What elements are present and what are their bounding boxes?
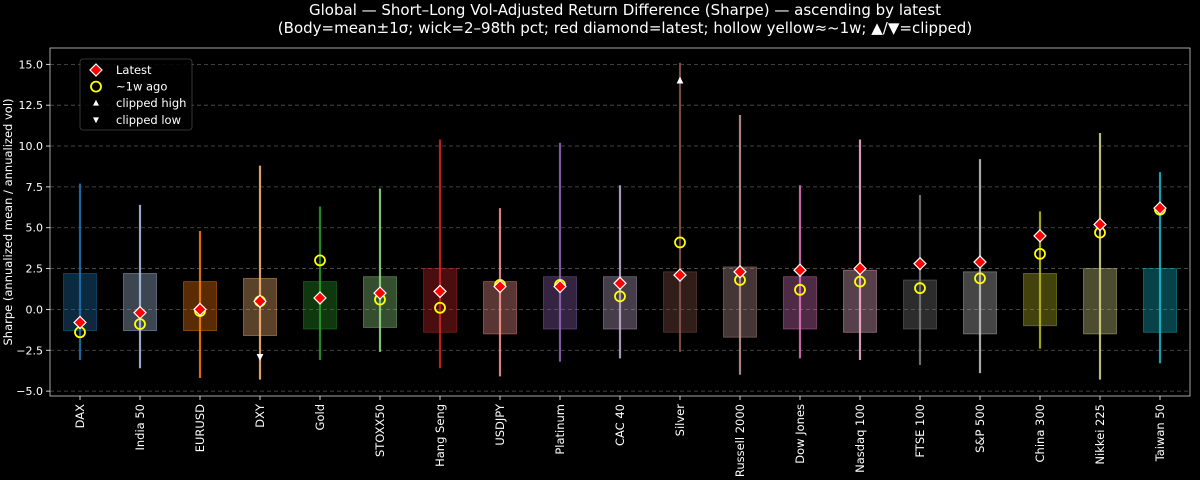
candle-platinum: [543, 142, 577, 362]
y-tick-label: 12.5: [19, 99, 44, 112]
legend-label: clipped high: [116, 96, 186, 110]
week-ago-marker: [614, 290, 626, 303]
legend-clipped-high-icon: [93, 99, 99, 106]
x-tick-label: FTSE 100: [913, 404, 927, 458]
week-ago-marker: [914, 282, 926, 295]
x-axis-ticks: DAX India 50 EURUSD DXY Gold STOXX50 Hang Seng…: [73, 396, 1167, 477]
latest-marker: [973, 255, 987, 269]
latest-marker: [673, 268, 687, 282]
x-tick-label: Platinum: [553, 404, 567, 455]
clipped-low-marker: [256, 353, 264, 361]
candle-india-50: [123, 204, 157, 369]
x-tick-label: China 300: [1033, 404, 1047, 462]
latest-marker: [433, 284, 447, 299]
x-tick-label: Taiwan 50: [1153, 404, 1167, 462]
latest-marker: [193, 302, 207, 317]
x-tick-label: Hang Seng: [433, 404, 447, 467]
clipped-high-marker: [676, 76, 684, 84]
y-axis-label: Sharpe (annualized mean / annualized vol…: [1, 98, 15, 345]
latest-marker: [1153, 201, 1167, 215]
x-tick-label: DXY: [253, 403, 267, 428]
y-tick-label: −2.5: [16, 344, 43, 357]
candle-cac-40: [603, 185, 637, 359]
legend-latest-icon: [89, 63, 103, 77]
x-tick-label: Nasdaq 100: [853, 404, 867, 473]
candle-dxy: [243, 165, 277, 380]
latest-marker: [313, 291, 327, 305]
latest-marker: [613, 276, 627, 291]
latest-marker: [253, 294, 267, 309]
latest-marker: [853, 261, 867, 276]
latest-marker: [553, 279, 567, 294]
candle-hang-seng: [423, 139, 457, 369]
x-tick-label: Nikkei 225: [1093, 404, 1107, 465]
candle-china-300: [1023, 211, 1057, 349]
candle-s-p-500: [963, 159, 997, 374]
x-tick-label: Gold: [313, 404, 327, 430]
week-ago-marker: [314, 254, 326, 267]
x-tick-label: CAC 40: [613, 404, 627, 446]
legend-label: Latest: [116, 63, 152, 77]
latest-marker: [913, 256, 927, 271]
candle-taiwan-50: [1143, 172, 1177, 364]
x-tick-label: Dow Jones: [793, 404, 807, 464]
x-tick-label: Russell 2000: [733, 404, 747, 477]
latest-marker: [1033, 229, 1047, 243]
candle-ftse-100: [903, 195, 937, 365]
latest-marker: [73, 315, 87, 330]
candle-eurusd: [183, 230, 217, 379]
y-tick-label: 0.0: [26, 303, 44, 316]
y-tick-label: −5.0: [16, 385, 43, 398]
candle-nikkei-225: [1083, 132, 1117, 380]
candle-dax: [63, 183, 97, 361]
candle-silver: [663, 62, 697, 352]
week-ago-marker: [434, 301, 446, 314]
x-tick-label: S&P 500: [973, 404, 987, 453]
x-tick-label: Silver: [673, 404, 687, 437]
latest-marker: [793, 263, 807, 278]
legend-label: clipped low: [116, 113, 181, 127]
candle-nasdaq-100: [843, 139, 877, 361]
x-tick-label: STOXX50: [373, 404, 387, 457]
legend-label: ~1w ago: [116, 80, 167, 94]
legend-week-ago-icon: [90, 80, 102, 93]
week-ago-marker: [674, 236, 686, 249]
chart-title: Global — Short–Long Vol-Adjusted Return …: [309, 1, 941, 19]
latest-marker: [373, 286, 387, 300]
legend-box: [79, 58, 193, 131]
chart-subtitle: (Body=mean±1σ; wick=2–98th pct; red diam…: [278, 19, 972, 37]
latest-marker: [1093, 217, 1107, 232]
latest-marker: [133, 305, 147, 320]
legend: Latest ~1w ago clipped high clipped low: [79, 58, 193, 131]
y-tick-label: 2.5: [26, 263, 44, 276]
candle-usdjpy: [483, 208, 517, 377]
candle-dow-jones: [783, 185, 817, 359]
y-tick-label: 15.0: [19, 58, 44, 71]
week-ago-marker: [794, 283, 806, 296]
y-tick-label: 5.0: [26, 222, 44, 235]
candle-gold: [303, 206, 337, 361]
y-axis-ticks: −5.0 −2.5 0.0 2.5 5.0 7.5 10.0 12.5 15.0: [16, 58, 50, 398]
x-tick-label: India 50: [133, 404, 147, 451]
latest-marker: [493, 279, 507, 294]
y-tick-label: 7.5: [26, 181, 44, 194]
x-tick-label: DAX: [73, 404, 87, 429]
candle-russell-2000: [723, 114, 757, 375]
x-tick-label: USDJPY: [493, 403, 507, 446]
candle-stoxx50: [363, 188, 397, 352]
week-ago-marker: [1034, 247, 1046, 260]
week-ago-marker: [854, 275, 866, 288]
latest-marker: [733, 264, 747, 279]
week-ago-marker: [974, 272, 986, 285]
legend-clipped-low-icon: [93, 117, 99, 124]
x-tick-label: EURUSD: [193, 404, 207, 452]
y-tick-label: 10.0: [19, 140, 44, 153]
plot-area: [63, 62, 1177, 380]
